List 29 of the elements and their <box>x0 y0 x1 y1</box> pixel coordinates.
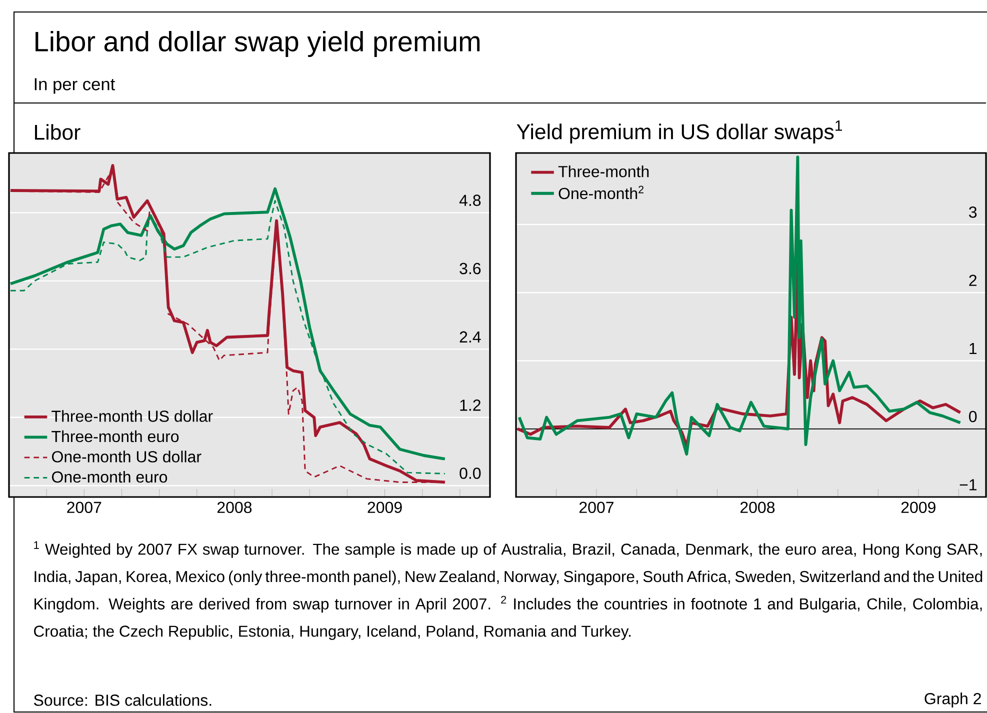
caption: Graph 2 <box>924 692 981 708</box>
y-tick-label: 3.6 <box>460 262 481 274</box>
x-tick-label: 2008 <box>217 502 252 514</box>
x-tick-label: 2007 <box>579 502 614 514</box>
legend-label: One-month$^{2}$ <box>558 186 644 200</box>
y-tick-label: 2 <box>969 274 976 286</box>
y-tick-label: 0 <box>969 410 977 422</box>
y-tick-label: 0.0 <box>460 468 481 479</box>
chart-title: Libor <box>35 124 80 140</box>
y-tick-label: 1.2 <box>460 400 480 411</box>
legend-label: Three-month euro <box>52 430 179 442</box>
x-tick-label: 2007 <box>67 502 102 514</box>
chart-title: Yield premium in US dollar swaps$^{1}$ <box>516 120 842 144</box>
y-tick-label: −1 <box>960 479 977 490</box>
legend-label: One-month euro <box>52 470 168 483</box>
legend-label: Three-month US dollar <box>52 410 213 422</box>
x-tick-label: 2009 <box>368 502 402 514</box>
x-tick-label: 2008 <box>740 502 775 514</box>
y-tick-label: 3 <box>969 206 977 218</box>
legend-label: Three-month <box>558 165 649 178</box>
text: Libor and dollar swap yield premium <box>36 30 480 58</box>
y-tick-label: 4.8 <box>459 194 481 206</box>
text: In per cent <box>34 78 116 94</box>
y-tick-label: 1 <box>970 343 977 354</box>
source-note: Source: BIS calculations. <box>34 694 212 706</box>
text: $^{1}$ Weighted by 2007 FX swap turnover. The sample is made up of Australia, Brazil, Canada, Denmark, the euro area, Hong Kong SAR, India, Japan, Korea, Mexico (only three-month panel), New Zealand, Norway, Singapore, South Africa, Sweden, Switzerland and the United Kingdom. Weights are derived from swap turnover in April 2007. $^{2}$ Includes the countries in footnote 1 and Bulgaria, Chile, Colombia, Croatia; the Czech Republic, Estonia, Hungary, Iceland, Poland, Romania and Turkey. <box>34 541 982 640</box>
y-tick-label: 2.4 <box>460 331 481 342</box>
legend-label: One-month US dollar <box>52 450 202 462</box>
x-tick-label: 2009 <box>901 502 936 514</box>
